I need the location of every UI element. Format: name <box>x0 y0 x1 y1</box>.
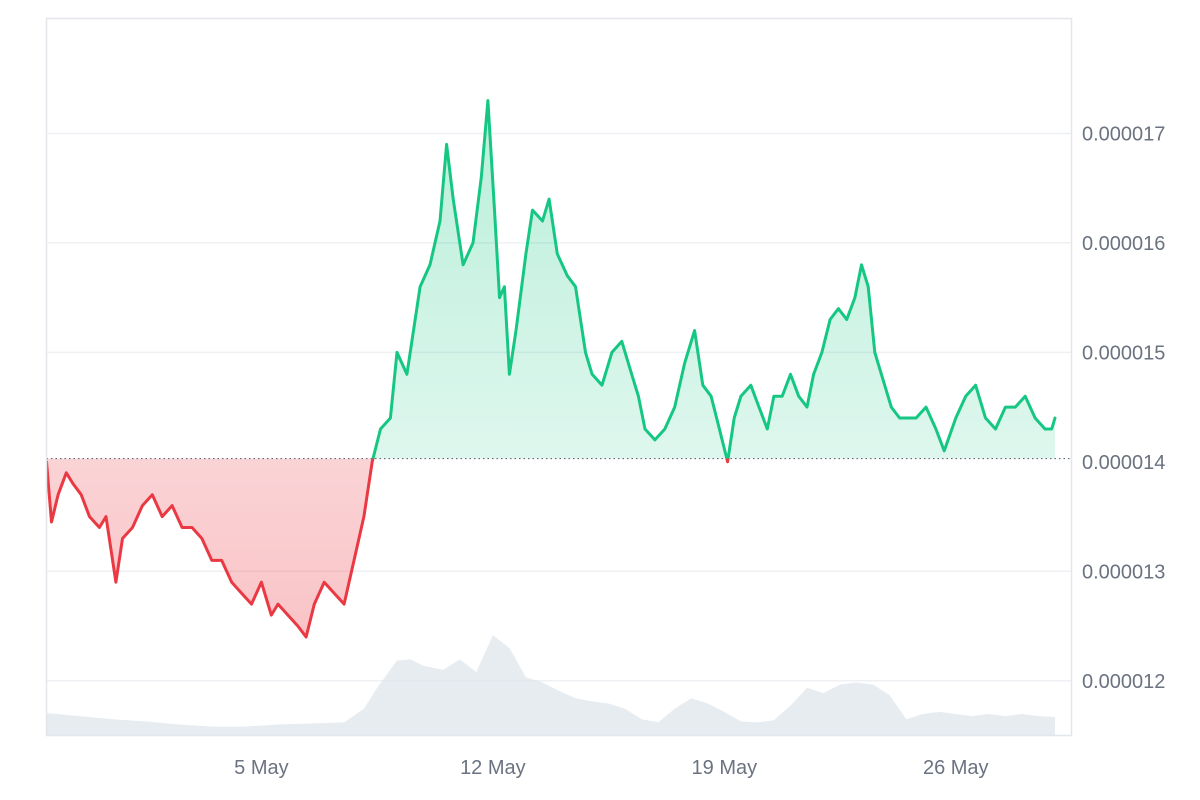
y-axis-labels: 0.000017 0.000016 0.000015 0.000014 0.000013… <box>1082 123 1165 692</box>
plot-border <box>45 17 1073 737</box>
x-tick-label: 5 May <box>234 757 288 779</box>
x-tick-label: 19 May <box>692 757 758 779</box>
x-tick-label: 26 May <box>923 757 989 779</box>
price-area-below-baseline <box>46 458 1055 637</box>
volume-area <box>46 635 1055 735</box>
y-tick-label: 0.000017 <box>1082 123 1165 145</box>
x-axis-labels: 5 May 12 May 19 May 26 May <box>234 757 988 779</box>
y-tick-label: 0.000013 <box>1082 561 1165 583</box>
y-tick-label: 0.000016 <box>1082 233 1165 255</box>
price-area-above-baseline <box>373 100 1055 459</box>
price-line-below-baseline <box>46 458 730 639</box>
y-tick-label: 0.000015 <box>1082 342 1165 364</box>
price-line-above-baseline <box>371 99 1057 459</box>
y-tick-label: 0.000012 <box>1082 671 1165 693</box>
y-tick-label: 0.000014 <box>1082 452 1165 474</box>
x-tick-label: 12 May <box>460 757 526 779</box>
